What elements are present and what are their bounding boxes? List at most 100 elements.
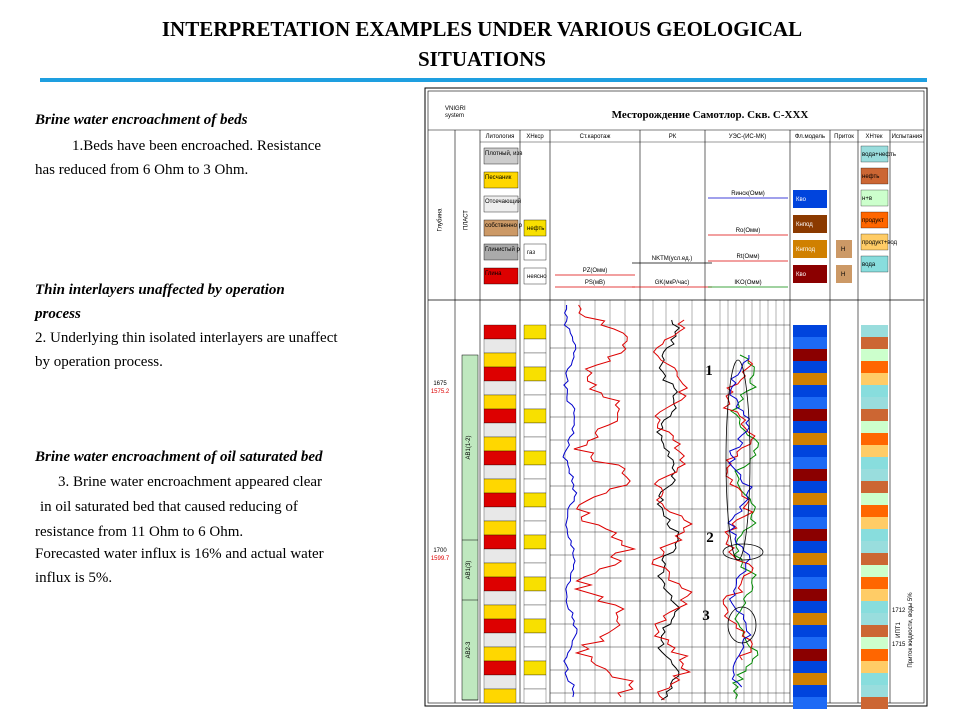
saturation-layer [523,520,547,536]
lithology-layer [483,394,517,410]
lithology-layer [483,506,517,522]
legend-swatch [860,167,889,185]
lithology-layer [483,408,517,424]
fluid-layer [793,421,827,433]
column-header: Литология [486,134,515,140]
legend-swatch [483,195,519,213]
saturation-layer [523,674,547,690]
lithology-layer [483,688,517,704]
logo: VNIGRI [445,106,466,112]
current-layer [861,637,888,649]
log-title: Месторождение Самотлор. Скв. С-XXX [612,109,809,121]
lithology-layer [483,422,517,438]
fluid-layer [793,493,827,505]
log-frame [427,90,925,704]
curve-label: PZ(Омм) [583,268,608,274]
layer-label: АВ1(3) [466,561,472,580]
test-result: Приток жидкости, воды 5% [908,592,914,668]
layer-label: АВ1(1-2) [466,435,472,459]
legend-swatch [483,171,519,189]
section-text: by operation process. [35,354,163,370]
saturation-layer [523,492,547,508]
fluid-layer [793,613,827,625]
current-layer [861,529,888,541]
test-interval: ИПТ1 [896,622,902,638]
legend-swatch [483,147,519,165]
column-header: Приток [834,134,854,140]
log-curve [651,319,693,701]
column-header: ПЛАСТ [464,210,470,230]
legend-swatch [793,265,827,283]
legend-swatch [860,189,889,207]
fluid-layer [793,337,827,349]
fluid-layer [793,661,827,673]
saturation-layer [523,590,547,606]
legend-label: продукт+вод [862,240,898,246]
marker-outline [722,543,764,561]
legend-label: неясно [527,274,547,280]
current-layer [861,361,888,373]
curve-label: Rt(Омм) [737,254,760,260]
legend-label: Кнпод [796,222,813,228]
column-header: УЭС-(ИС-МК) [729,134,766,140]
lithology-layer [483,632,517,648]
current-layer [861,349,888,361]
lithology-layer [483,478,517,494]
saturation-layer [523,688,547,704]
current-layer [861,397,888,409]
legend-label: Песчаник [485,175,512,181]
current-layer [861,469,888,481]
legend-label: Кнгпод [796,247,815,253]
log-curve [562,304,578,698]
legend-label: газ [527,250,535,256]
section-text: Forecasted water influx is 16% and actua… [35,546,324,562]
lithology-layer [483,380,517,396]
lithology-layer [483,618,517,634]
saturation-layer [523,394,547,410]
legend-label: продукт [862,218,884,224]
lithology-layer [483,464,517,480]
saturation-layer [523,646,547,662]
legend-swatch [793,215,827,233]
fluid-layer [793,589,827,601]
section-text: 2. Underlying thin isolated interlayers … [35,330,338,346]
fluid-layer [793,577,827,589]
fluid-layer [793,505,827,517]
current-layer [861,685,888,697]
legend-label: н+в [862,196,872,202]
saturation-layer [523,660,547,676]
column-header: Глубина [438,208,444,232]
fluid-layer [793,385,827,397]
lithology-layer [483,576,517,592]
section-text: influx is 5%. [35,570,112,586]
slide-title: SITUATIONS [418,47,546,71]
layer-label: АВ2-3 [466,641,472,658]
fluid-layer [793,409,827,421]
marker-label: 2 [706,530,714,546]
depth-label: 1575.2 [431,389,450,395]
legend-swatch [860,145,889,163]
fluid-layer [793,529,827,541]
saturation-layer [523,324,547,340]
saturation-layer [523,478,547,494]
fluid-layer [793,541,827,553]
legend-swatch [523,219,547,237]
lithology-layer [483,590,517,606]
legend-label: Глинистый р [485,246,521,253]
depth-label: 1675 [433,381,447,387]
current-layer [861,421,888,433]
current-layer [861,625,888,637]
fluid-layer [793,553,827,565]
logo: system [445,113,464,119]
section-heading: Brine water encroachment of beds [34,112,248,128]
saturation-layer [523,464,547,480]
saturation-layer [523,534,547,550]
marker-outline [727,606,757,644]
current-layer [861,373,888,385]
lithology-layer [483,492,517,508]
current-layer [861,505,888,517]
legend-label: собственно р [485,223,523,229]
fluid-layer [793,397,827,409]
legend-swatch [483,219,519,237]
